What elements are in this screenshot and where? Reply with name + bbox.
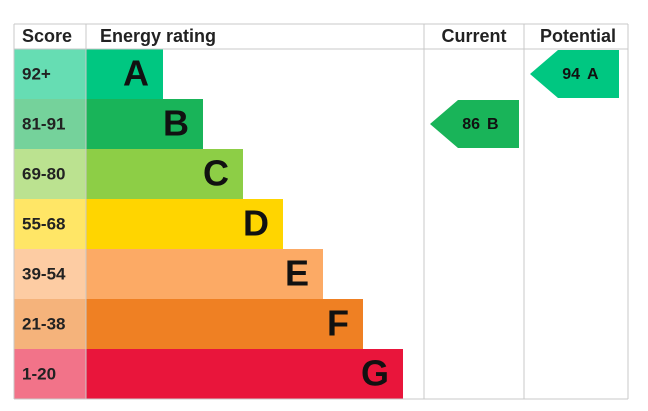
score-range: 1-20 (22, 364, 56, 383)
score-cell (14, 99, 86, 149)
rating-arrow (430, 100, 519, 148)
score-range: 81-91 (22, 114, 65, 133)
rating-bar (86, 299, 363, 349)
band-letter: G (361, 353, 389, 394)
band-letter: A (123, 53, 149, 94)
header: Score (22, 26, 72, 46)
score-cell (14, 299, 86, 349)
band-letter: D (243, 203, 269, 244)
score-range: 21-38 (22, 314, 65, 333)
score-range: 55-68 (22, 214, 65, 233)
rating-bar (86, 149, 243, 199)
rating-bar (86, 199, 283, 249)
header: Energy rating (100, 26, 216, 46)
score-cell (14, 349, 86, 399)
score-cell (14, 149, 86, 199)
score-range: 39-54 (22, 264, 66, 283)
band-letter: B (163, 103, 189, 144)
header: Current (441, 26, 506, 46)
arrow-letter: B (487, 116, 499, 133)
arrow-value: 86 (462, 116, 480, 133)
arrow-value: 94 (562, 66, 580, 83)
rating-bar (86, 99, 203, 149)
rating-bar (86, 349, 403, 399)
score-cell (14, 199, 86, 249)
rating-arrow (530, 50, 619, 98)
score-cell (14, 49, 86, 99)
band-letter: C (203, 153, 229, 194)
score-range: 69-80 (22, 164, 65, 183)
rating-bar (86, 49, 163, 99)
rating-bar (86, 249, 323, 299)
arrow-letter: A (587, 66, 599, 83)
band-letter: E (285, 253, 309, 294)
band-letter: F (327, 303, 349, 344)
score-range: 92+ (22, 64, 51, 83)
header: Potential (540, 26, 616, 46)
score-cell (14, 249, 86, 299)
